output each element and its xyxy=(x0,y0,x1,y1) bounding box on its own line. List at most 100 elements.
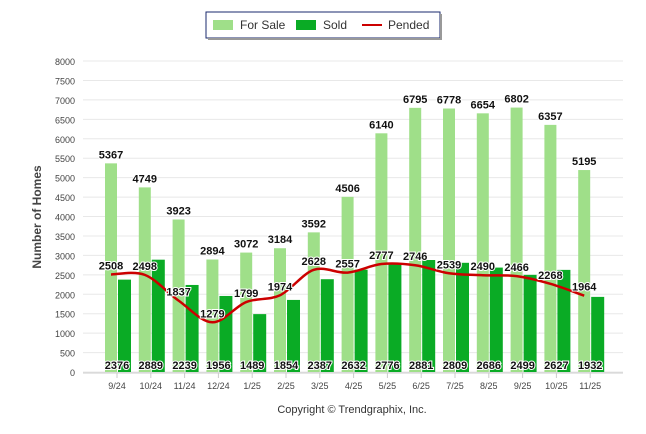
y-tick-label: 2000 xyxy=(55,290,75,300)
y-tick-label: 5500 xyxy=(55,154,75,164)
y-tick-label: 1000 xyxy=(55,329,75,339)
label-for-sale: 4749 xyxy=(133,173,157,185)
label-pended: 1974 xyxy=(268,281,293,293)
y-tick-label: 7000 xyxy=(55,96,75,106)
x-tick-label: 7/25 xyxy=(446,381,464,391)
axes: 0 500 1000 1500 2000 2500 3000 3500 4000 4500 5000… xyxy=(55,57,623,391)
label-for-sale: 3072 xyxy=(234,239,258,251)
y-tick-label: 0 xyxy=(70,368,75,378)
y-tick-label: 8000 xyxy=(55,57,75,67)
bar-for-sale xyxy=(476,113,489,373)
x-tick-label: 8/25 xyxy=(480,381,498,391)
label-sold: 1854 xyxy=(274,360,299,372)
bar-for-sale xyxy=(375,133,388,372)
label-pended: 1279 xyxy=(200,308,224,320)
label-pended: 1799 xyxy=(234,288,258,300)
bar-for-sale xyxy=(307,232,320,372)
legend-swatch-for-sale xyxy=(213,20,233,30)
y-tick-label: 5000 xyxy=(55,174,75,184)
label-pended: 2557 xyxy=(335,259,359,271)
bar-for-sale xyxy=(578,170,591,372)
y-tick-label: 7500 xyxy=(55,76,75,86)
x-tick-label: 10/25 xyxy=(545,381,568,391)
x-tick-label: 2/25 xyxy=(277,381,295,391)
label-sold: 2881 xyxy=(409,360,433,372)
legend-for-sale[interactable]: For Sale xyxy=(240,18,286,32)
legend-sold[interactable]: Sold xyxy=(323,18,347,32)
label-for-sale: 3184 xyxy=(268,234,293,246)
bar-sold xyxy=(456,262,469,372)
label-sold: 1489 xyxy=(240,360,264,372)
x-tick-label: 9/24 xyxy=(108,381,126,391)
bar-sold xyxy=(185,284,199,372)
bar-for-sale xyxy=(544,124,557,372)
bar-sold xyxy=(523,274,537,372)
y-tick-label: 3000 xyxy=(55,251,75,261)
y-tick-label: 3500 xyxy=(55,232,75,242)
label-pended: 2746 xyxy=(403,251,427,263)
label-sold: 2627 xyxy=(544,360,568,372)
bar-for-sale xyxy=(138,187,151,372)
y-tick-label: 6000 xyxy=(55,135,75,145)
bar-for-sale xyxy=(240,252,253,372)
x-tick-label: 3/25 xyxy=(311,381,329,391)
label-pended: 1964 xyxy=(572,282,597,294)
bar-sold xyxy=(253,314,267,372)
bar-for-sale xyxy=(274,248,286,372)
y-tick-label: 4500 xyxy=(55,193,75,203)
label-for-sale: 2894 xyxy=(200,245,225,257)
label-sold: 2809 xyxy=(443,360,467,372)
label-for-sale: 6778 xyxy=(437,95,461,107)
label-for-sale: 6654 xyxy=(471,99,496,111)
label-for-sale: 6795 xyxy=(403,94,427,106)
bar-for-sale xyxy=(510,107,523,372)
bar-sold xyxy=(118,279,131,372)
label-pended: 2490 xyxy=(471,261,495,273)
label-pended: 2508 xyxy=(99,261,123,273)
label-pended: 2628 xyxy=(302,256,326,268)
bar-for-sale xyxy=(443,108,455,372)
label-sold: 2239 xyxy=(172,360,196,372)
label-sold: 2776 xyxy=(375,360,399,372)
label-for-sale: 6140 xyxy=(369,119,393,131)
label-sold: 2376 xyxy=(105,360,129,372)
copyright: Copyright © Trendgraphix, Inc. xyxy=(277,404,426,416)
bar-for-sale xyxy=(172,219,185,372)
label-for-sale: 3923 xyxy=(166,205,190,217)
y-tick-label: 2500 xyxy=(55,271,75,281)
label-for-sale: 6357 xyxy=(538,111,562,123)
label-for-sale: 6802 xyxy=(504,94,528,106)
label-for-sale: 5367 xyxy=(99,149,123,161)
pended-line-path xyxy=(110,262,585,324)
x-tick-label: 6/25 xyxy=(412,381,430,391)
bar-sold xyxy=(489,267,503,372)
label-pended: 1837 xyxy=(166,287,190,299)
x-tick-label: 12/24 xyxy=(207,381,230,391)
label-sold: 1932 xyxy=(578,360,602,372)
x-tick-label: 11/25 xyxy=(579,381,601,391)
bar-sold xyxy=(388,264,402,372)
x-tick-label: 1/25 xyxy=(243,381,261,391)
bar-for-sale xyxy=(105,163,117,372)
bar-sold xyxy=(320,279,334,372)
label-pended: 2498 xyxy=(133,261,157,273)
x-tick-label: 4/25 xyxy=(345,381,363,391)
legend-pended[interactable]: Pended xyxy=(388,18,429,32)
bar-for-sale xyxy=(341,196,354,372)
y-axis-label: Number of Homes xyxy=(30,165,44,269)
y-tick-label: 4000 xyxy=(55,213,75,223)
label-sold: 2632 xyxy=(341,360,365,372)
bar-sold xyxy=(151,259,165,372)
x-tick-label: 10/24 xyxy=(140,381,163,391)
label-sold: 2387 xyxy=(308,360,332,372)
label-pended: 2268 xyxy=(538,270,562,282)
bars xyxy=(105,107,605,373)
label-pended: 2539 xyxy=(437,259,461,271)
bar-sold xyxy=(591,296,605,372)
legend-swatch-sold xyxy=(296,20,316,30)
bar-sold xyxy=(287,299,300,372)
bar-for-sale xyxy=(409,107,422,373)
legend[interactable]: For Sale Sold Pended xyxy=(205,11,442,40)
label-pended: 2777 xyxy=(369,250,393,262)
